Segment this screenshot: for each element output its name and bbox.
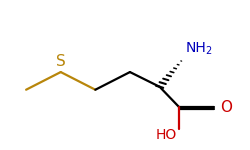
Text: 2: 2: [205, 46, 212, 56]
Text: O: O: [220, 100, 232, 115]
Text: S: S: [56, 54, 66, 69]
Text: HO: HO: [155, 128, 176, 142]
Text: NH: NH: [186, 41, 206, 55]
